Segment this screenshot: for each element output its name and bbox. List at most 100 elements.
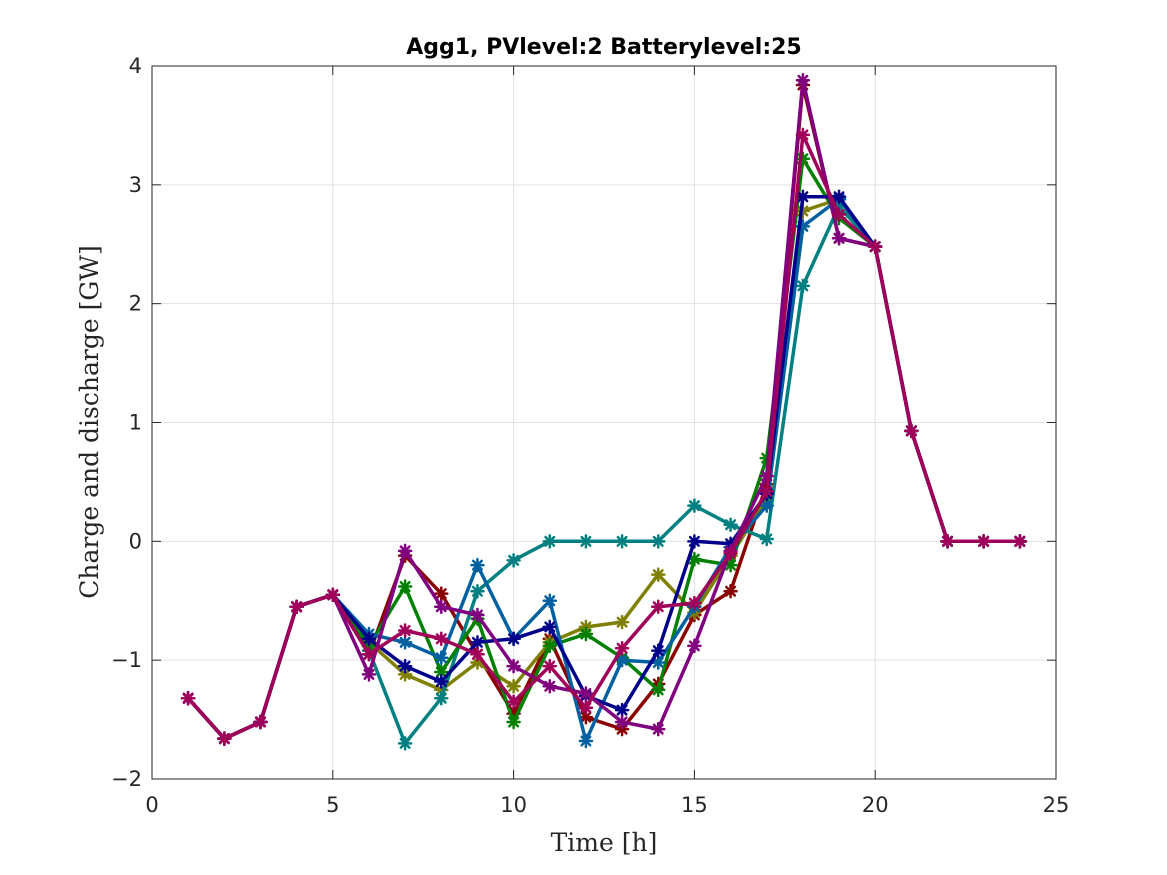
data-point <box>940 534 955 549</box>
y-tick-label: 4 <box>129 54 142 78</box>
x-tick-label: 10 <box>500 793 527 817</box>
data-point <box>434 599 449 614</box>
data-point <box>470 557 485 573</box>
series-line <box>186 133 1022 741</box>
data-point <box>614 534 630 549</box>
data-point <box>434 674 449 689</box>
data-point <box>542 679 558 694</box>
data-point <box>614 641 630 656</box>
data-point <box>650 534 666 549</box>
data-point <box>361 667 377 682</box>
data-point <box>578 626 594 642</box>
data-point <box>325 587 341 603</box>
data-point <box>506 658 521 674</box>
y-axis-label: Charge and discharge [GW] <box>75 245 104 599</box>
data-point <box>578 534 594 549</box>
data-point <box>506 694 521 710</box>
data-point <box>542 658 558 674</box>
data-point <box>542 534 558 549</box>
data-point <box>506 714 521 730</box>
x-tick-label: 20 <box>862 793 889 817</box>
chart-title: Agg1, PVlevel:2 Batterylevel:25 <box>406 35 801 60</box>
data-point <box>289 599 304 614</box>
data-point <box>434 690 449 706</box>
series-8 <box>180 127 1028 746</box>
data-point <box>650 682 666 698</box>
data-point <box>795 278 811 294</box>
data-point <box>470 607 485 623</box>
data-point <box>180 690 196 706</box>
data-point <box>795 73 811 88</box>
data-point <box>361 646 377 662</box>
data-point <box>650 643 666 658</box>
data-point <box>723 545 738 561</box>
data-point <box>687 638 702 654</box>
data-point <box>506 631 521 647</box>
data-point <box>687 551 702 567</box>
data-point <box>470 583 485 599</box>
x-tick-label: 5 <box>326 793 339 817</box>
data-point <box>542 593 558 608</box>
data-point <box>578 733 594 749</box>
data-point <box>397 736 413 751</box>
y-tick-label: 3 <box>129 173 142 197</box>
data-point <box>470 635 485 650</box>
data-point <box>795 189 811 204</box>
x-tick-label: 25 <box>1043 793 1070 817</box>
y-tick-label: 1 <box>129 411 142 435</box>
data-point <box>542 619 558 635</box>
x-axis-label: Time [h] <box>551 828 658 857</box>
data-point <box>723 517 738 532</box>
x-tick-label: 15 <box>681 793 708 817</box>
data-point <box>687 595 702 611</box>
data-point <box>614 614 630 630</box>
data-point <box>614 714 630 730</box>
x-tick-label: 0 <box>145 793 158 817</box>
y-tick-label: −2 <box>111 767 142 791</box>
data-point <box>578 700 594 715</box>
data-point <box>397 543 413 559</box>
data-point <box>904 423 919 439</box>
data-point <box>759 498 774 513</box>
data-point <box>650 567 666 582</box>
data-point <box>506 553 521 568</box>
data-point <box>831 189 847 204</box>
data-point <box>397 635 413 650</box>
y-tick-label: 2 <box>129 292 142 316</box>
data-point <box>434 631 449 647</box>
data-point <box>614 652 630 668</box>
series-layer <box>180 73 1028 751</box>
data-point <box>650 655 666 670</box>
ticks <box>151 65 1057 780</box>
data-point <box>867 239 883 254</box>
data-point <box>361 631 377 647</box>
data-point <box>253 714 268 730</box>
data-point <box>650 599 666 614</box>
y-tick-label: −1 <box>111 648 142 672</box>
data-point <box>831 207 847 222</box>
data-point <box>831 231 847 246</box>
data-point <box>397 623 413 638</box>
data-point <box>578 686 594 701</box>
data-point <box>397 658 413 674</box>
data-point <box>976 534 991 549</box>
data-point <box>687 534 702 549</box>
data-point <box>506 679 521 694</box>
tick-labels: 0 5 10 15 20 25 −2 −1 0 1 2 3 4 <box>111 54 1069 817</box>
data-point <box>759 531 774 547</box>
data-point <box>217 731 232 746</box>
data-point <box>687 498 702 513</box>
data-point <box>759 484 774 499</box>
data-point <box>723 583 738 599</box>
data-point <box>542 638 558 654</box>
data-point <box>470 646 485 662</box>
data-point <box>434 664 449 680</box>
data-point <box>614 702 630 718</box>
data-point <box>1012 534 1028 549</box>
data-point <box>434 586 449 601</box>
data-point <box>650 721 666 737</box>
data-point <box>434 650 449 666</box>
data-point <box>397 579 413 594</box>
data-point <box>795 127 811 143</box>
